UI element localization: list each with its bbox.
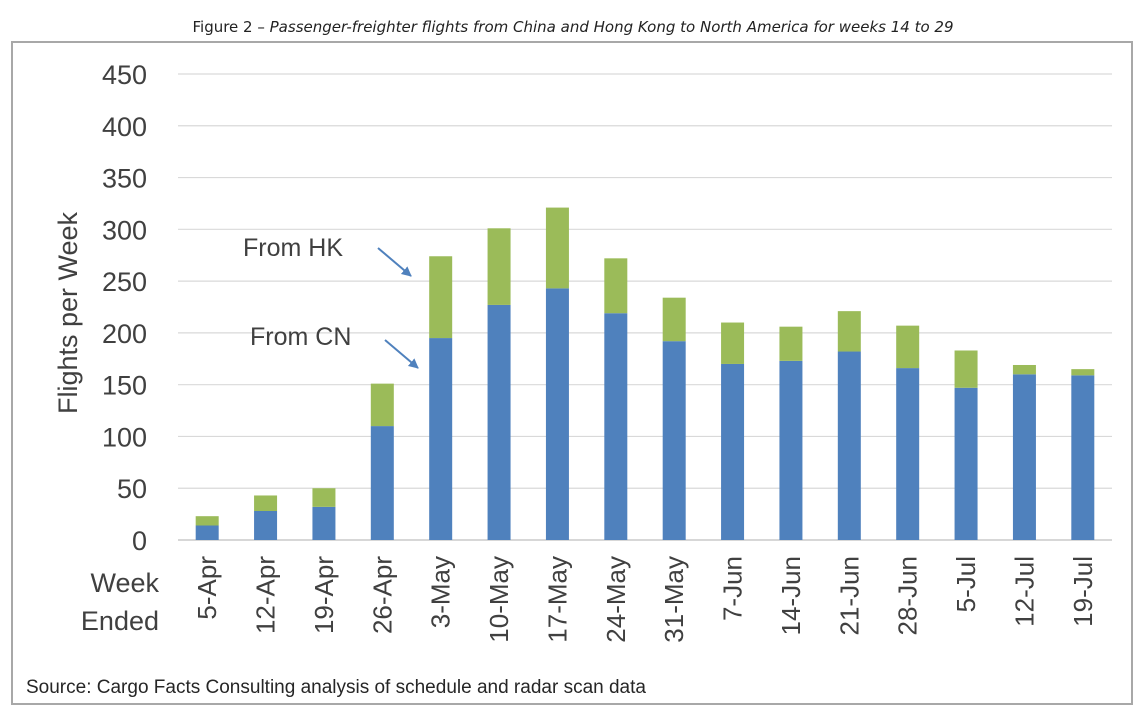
bar-cn-7-Jun: [721, 363, 745, 540]
y-tick-label: 200: [102, 319, 147, 349]
x-tick-label: 5-Apr: [192, 556, 222, 620]
y-tick-label: 400: [102, 112, 147, 142]
x-tick-label: 12-Apr: [251, 556, 281, 634]
x-tick-label: 3-May: [426, 556, 456, 628]
bar-hk-12-Apr: [254, 495, 278, 512]
bar-cn-24-May: [604, 313, 628, 540]
x-axis-label-line: Week: [90, 568, 159, 598]
x-axis-label-line: Ended: [81, 606, 159, 636]
figure-subtitle: Passenger-freighter flights from China a…: [269, 18, 954, 36]
x-tick-label: 21-Jun: [834, 556, 864, 636]
x-tick-label: 19-Apr: [309, 556, 339, 634]
annotation-from-cn: From CN: [250, 323, 351, 351]
bar-cn-19-Jul: [1071, 375, 1095, 540]
x-tick-label: 26-Apr: [367, 556, 397, 634]
bar-cn-14-Jun: [779, 360, 803, 540]
bar-hk-14-Jun: [779, 326, 803, 361]
x-tick-label: 17-May: [542, 556, 572, 643]
bar-cn-12-Jul: [1012, 374, 1036, 540]
bar-cn-17-May: [545, 288, 569, 540]
chart-frame: [11, 41, 1133, 705]
y-tick-label: 300: [102, 215, 147, 245]
bar-cn-12-Apr: [254, 511, 278, 540]
x-tick-label: 7-Jun: [718, 556, 748, 621]
bar-cn-3-May: [429, 338, 453, 540]
bar-cn-28-Jun: [896, 368, 920, 540]
bar-cn-31-May: [662, 341, 686, 540]
bar-cn-26-Apr: [370, 426, 394, 540]
bar-hk-7-Jun: [721, 322, 745, 364]
bar-hk-24-May: [604, 258, 628, 314]
bar-cn-5-Jul: [954, 387, 978, 540]
x-tick-label: 19-Jul: [1068, 556, 1098, 627]
bar-hk-10-May: [487, 228, 511, 305]
y-tick-labels: 0 50 100 150 200 250 300 350 400 450: [102, 60, 147, 556]
bar-cn-5-Apr: [195, 525, 219, 540]
x-axis-label: Week Ended: [81, 568, 160, 636]
y-tick-label: 450: [102, 60, 147, 90]
grid-lines: [178, 73, 1112, 541]
x-tick-labels: 5-Apr 12-Apr 19-Apr 26-Apr 3-May 10-May 17-May…: [192, 556, 1098, 643]
bar-hk-21-Jun: [837, 311, 861, 352]
x-tick-label: 24-May: [601, 556, 631, 643]
y-tick-label: 350: [102, 164, 147, 194]
y-tick-label: 100: [102, 422, 147, 452]
bar-hk-17-May: [545, 207, 569, 289]
y-tick-label: 50: [117, 474, 147, 504]
figure-caption: Figure 2 – Passenger-freighter flights f…: [0, 18, 1146, 36]
bar-cn-10-May: [487, 304, 511, 540]
x-tick-label: 31-May: [659, 556, 689, 643]
bar-hk-28-Jun: [896, 325, 920, 369]
x-tick-label: 10-May: [484, 556, 514, 643]
bar-hk-19-Jul: [1071, 369, 1095, 376]
y-tick-label: 0: [132, 526, 147, 556]
annotation-arrow-cn: [384, 339, 419, 369]
bar-hk-19-Apr: [312, 488, 336, 507]
y-axis-label: Flights per Week: [53, 211, 83, 414]
bar-cn-19-Apr: [312, 506, 336, 540]
bar-hk-26-Apr: [370, 383, 394, 427]
bar-hk-5-Apr: [195, 516, 219, 526]
bar-cn-21-Jun: [837, 351, 861, 540]
x-tick-label: 14-Jun: [776, 556, 806, 636]
y-tick-label: 150: [102, 371, 147, 401]
annotation-from-hk: From HK: [243, 234, 343, 262]
annotation-arrow-hk: [377, 247, 412, 277]
x-tick-label: 28-Jun: [893, 556, 923, 636]
bars: [195, 207, 1095, 540]
y-tick-label: 250: [102, 267, 147, 297]
x-tick-label: 5-Jul: [951, 556, 981, 612]
x-tick-label: 12-Jul: [1009, 556, 1039, 627]
bar-hk-31-May: [662, 297, 686, 342]
bar-hk-3-May: [429, 256, 453, 339]
source-note: Source: Cargo Facts Consulting analysis …: [26, 677, 646, 698]
figure-label: Figure 2 –: [192, 18, 270, 36]
bar-hk-12-Jul: [1012, 364, 1036, 375]
bar-hk-5-Jul: [954, 350, 978, 388]
